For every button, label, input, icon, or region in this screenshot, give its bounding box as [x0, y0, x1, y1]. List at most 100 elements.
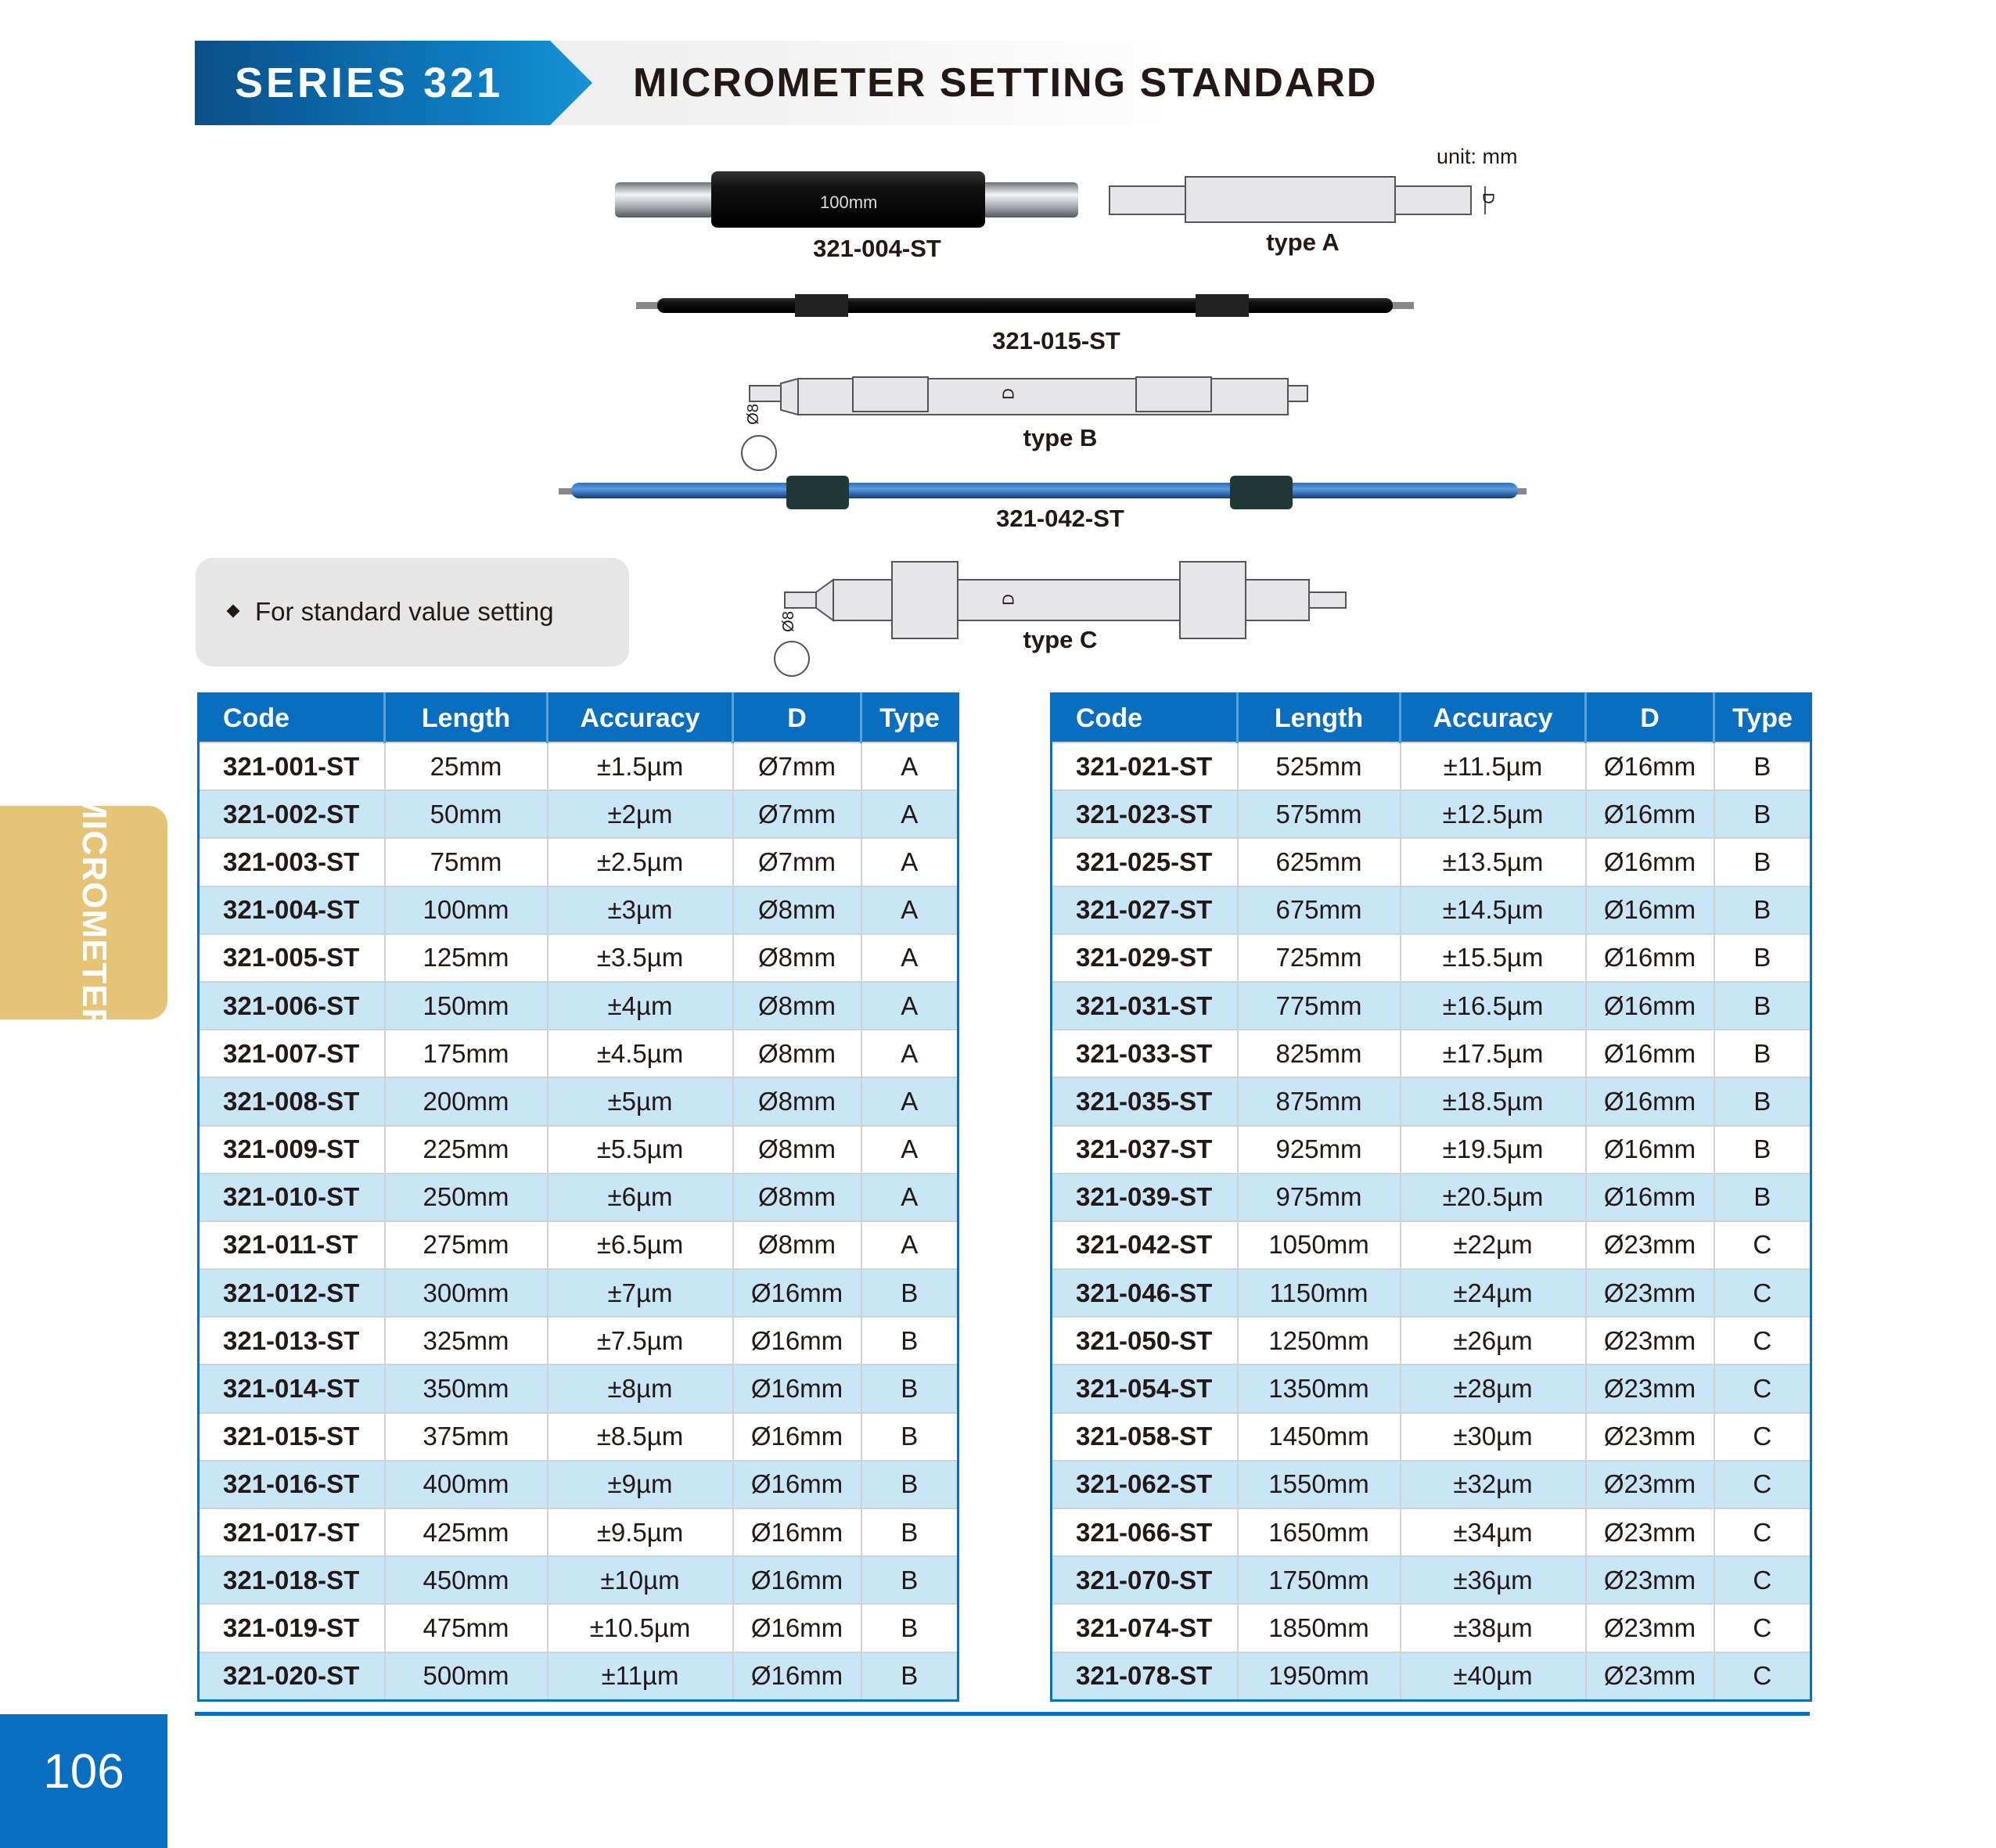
cell-type: C: [1713, 1651, 1812, 1702]
table-row: 321-023-ST 575mm ±12.5µm Ø16mm B: [1050, 789, 1812, 840]
cell-type: A: [860, 933, 959, 983]
cell-accuracy: ±22µm: [1399, 1220, 1587, 1271]
cell-length: 50mm: [383, 789, 548, 840]
diagram-type-c: [774, 561, 1347, 677]
cell-d: Ø23mm: [1584, 1651, 1715, 1702]
cell-type: C: [1713, 1555, 1812, 1605]
table-row: 321-027-ST 675mm ±14.5µm Ø16mm B: [1050, 885, 1812, 935]
cell-type: A: [860, 980, 959, 1031]
cell-length: 1850mm: [1236, 1603, 1401, 1653]
cell-accuracy: ±13.5µm: [1399, 837, 1587, 887]
cell-d: Ø16mm: [1584, 933, 1715, 983]
cell-d: Ø7mm: [732, 741, 862, 792]
cell-length: 425mm: [383, 1507, 548, 1558]
cell-length: 625mm: [1236, 837, 1401, 887]
cell-code: 321-025-ST: [1050, 837, 1239, 887]
cell-type: B: [1713, 980, 1812, 1031]
cell-length: 125mm: [383, 933, 548, 983]
figure-label-321-042-st: 321-042-ST: [996, 505, 1124, 532]
cell-code: 321-016-ST: [197, 1459, 386, 1510]
cell-type: B: [860, 1555, 959, 1605]
cell-accuracy: ±5.5µm: [546, 1124, 734, 1174]
cell-d: Ø16mm: [1584, 741, 1715, 792]
note-text: For standard value setting: [255, 597, 554, 626]
spec-table-right: Code Length Accuracy D Type 321-021-ST 525mm ±1…: [1050, 692, 1812, 1702]
column-header-accuracy: Accuracy: [546, 693, 733, 742]
table-row: 321-054-ST 1350mm ±28µm Ø23mm C: [1050, 1364, 1812, 1414]
cell-accuracy: ±11.5µm: [1399, 741, 1587, 792]
cell-d: Ø8mm: [732, 1172, 862, 1222]
cell-code: 321-020-ST: [197, 1651, 386, 1702]
cell-type: B: [860, 1316, 959, 1366]
cell-accuracy: ±38µm: [1399, 1603, 1587, 1653]
column-header-accuracy: Accuracy: [1399, 693, 1586, 742]
cell-type: B: [860, 1603, 959, 1653]
cell-type: C: [1713, 1316, 1812, 1366]
figure-label-321-015-st: 321-015-ST: [992, 327, 1120, 354]
cell-accuracy: ±36µm: [1399, 1555, 1587, 1605]
cell-type: B: [1713, 1029, 1812, 1079]
cell-d: Ø23mm: [1584, 1555, 1715, 1605]
cell-length: 500mm: [383, 1651, 548, 1702]
cell-code: 321-018-ST: [197, 1555, 386, 1605]
cell-accuracy: ±32µm: [1399, 1459, 1587, 1510]
section-tab-label: MICROMETER: [75, 790, 113, 1034]
cell-accuracy: ±17.5µm: [1399, 1029, 1587, 1079]
table-row: 321-006-ST 150mm ±4µm Ø8mm A: [197, 980, 959, 1031]
cell-length: 1950mm: [1236, 1651, 1401, 1702]
cell-accuracy: ±10.5µm: [546, 1603, 734, 1653]
cell-code: 321-078-ST: [1050, 1651, 1239, 1702]
spec-table-left: Code Length Accuracy D Type 321-001-ST 25mm ±1.…: [197, 692, 959, 1702]
table-row: 321-058-ST 1450mm ±30µm Ø23mm C: [1050, 1411, 1812, 1462]
cell-length: 525mm: [1236, 741, 1401, 792]
table-row: 321-001-ST 25mm ±1.5µm Ø7mm A: [197, 741, 959, 792]
dim-d-type-b: D: [1000, 388, 1018, 400]
cell-length: 825mm: [1236, 1029, 1401, 1079]
cell-d: Ø16mm: [1584, 837, 1715, 887]
cell-accuracy: ±6µm: [546, 1172, 734, 1222]
cell-accuracy: ±24µm: [1399, 1268, 1587, 1318]
series-label: SERIES 321: [235, 59, 504, 106]
cell-code: 321-019-ST: [197, 1603, 386, 1653]
photo-engraving: 100mm: [820, 192, 878, 212]
dim-d-type-a: D: [1479, 192, 1497, 204]
cell-accuracy: ±6.5µm: [546, 1220, 734, 1271]
figure-label-type-a: type A: [1266, 228, 1340, 256]
figure-label-321-004-st: 321-004-ST: [813, 235, 941, 262]
table-row: 321-031-ST 775mm ±16.5µm Ø16mm B: [1050, 980, 1812, 1031]
cell-d: Ø8mm: [732, 1124, 862, 1174]
cell-length: 575mm: [1236, 789, 1401, 840]
cell-accuracy: ±7µm: [546, 1268, 734, 1318]
cell-code: 321-037-ST: [1050, 1124, 1239, 1174]
cell-accuracy: ±3.5µm: [546, 933, 734, 983]
cell-accuracy: ±10µm: [546, 1555, 734, 1605]
cell-accuracy: ±20.5µm: [1399, 1172, 1587, 1222]
cell-accuracy: ±5µm: [546, 1077, 734, 1127]
cell-type: B: [860, 1268, 959, 1318]
cell-type: A: [860, 789, 959, 840]
footer-divider: [195, 1712, 1810, 1716]
table-row: 321-004-ST 100mm ±3µm Ø8mm A: [197, 885, 959, 935]
cell-length: 1050mm: [1236, 1220, 1401, 1271]
table-row: 321-066-ST 1650mm ±34µm Ø23mm C: [1050, 1507, 1812, 1558]
cell-type: B: [1713, 885, 1812, 935]
section-tab-micrometer[interactable]: MICROMETER: [0, 791, 167, 1034]
cell-type: C: [1713, 1507, 1812, 1558]
table-row: 321-003-ST 75mm ±2.5µm Ø7mm A: [197, 837, 959, 887]
series-banner: [195, 41, 592, 125]
column-header-length: Length: [1236, 693, 1401, 742]
table-row: 321-015-ST 375mm ±8.5µm Ø16mm B: [197, 1411, 959, 1462]
cell-d: Ø16mm: [1584, 1077, 1715, 1127]
cell-code: 321-004-ST: [197, 885, 386, 935]
cell-d: Ø16mm: [1584, 1029, 1715, 1079]
cell-d: Ø23mm: [1584, 1507, 1715, 1558]
cell-accuracy: ±15.5µm: [1399, 933, 1587, 983]
cell-d: Ø16mm: [732, 1555, 862, 1605]
cell-type: C: [1713, 1603, 1812, 1653]
page-number: 106: [43, 1745, 124, 1799]
cell-d: Ø16mm: [1584, 1124, 1715, 1174]
column-header-d: D: [732, 693, 861, 742]
cell-d: Ø16mm: [732, 1507, 862, 1558]
cell-length: 375mm: [383, 1411, 548, 1462]
column-header-code: Code: [1051, 693, 1238, 742]
